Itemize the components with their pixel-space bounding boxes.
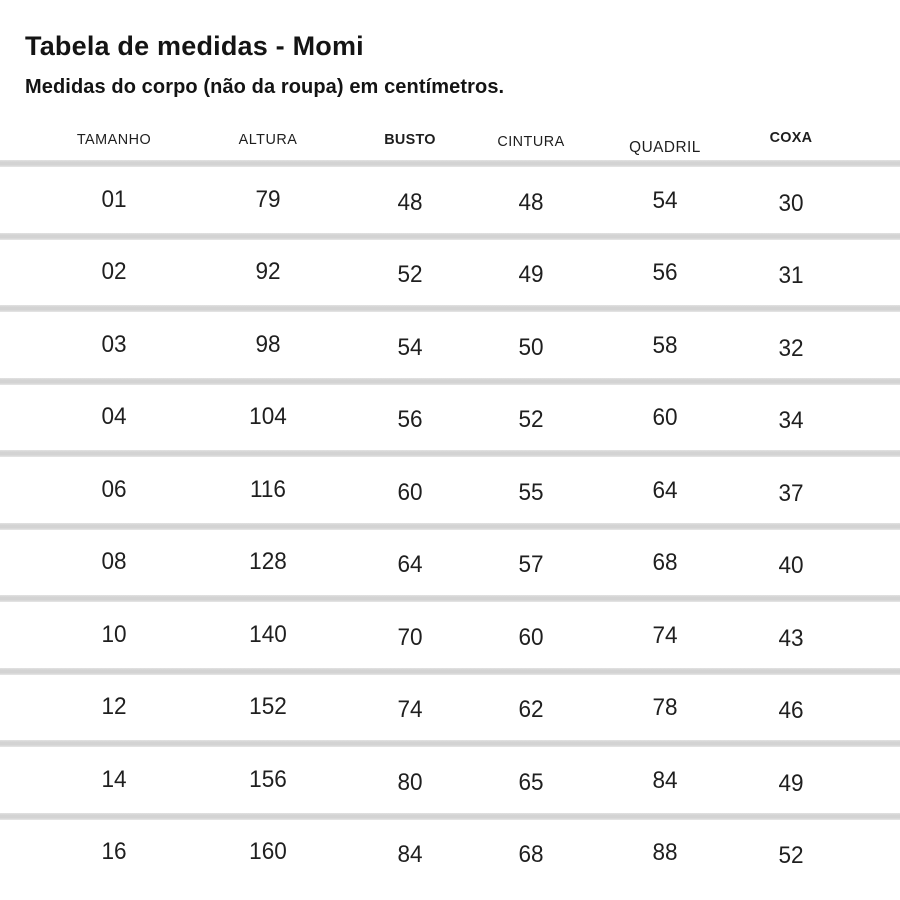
cell-altura: 116: [250, 475, 286, 503]
cell-busto: 84: [397, 841, 423, 869]
cell-busto: 52: [397, 261, 423, 289]
row-divider: [0, 595, 900, 602]
row-divider: [0, 522, 900, 530]
cell-tamanho: 02: [101, 258, 127, 286]
cell-coxa: 30: [778, 189, 804, 217]
cell-cintura: 62: [518, 696, 544, 724]
column-header-cintura: CINTURA: [497, 132, 565, 150]
row-divider: [0, 305, 900, 312]
cell-tamanho: 10: [101, 620, 127, 648]
cell-altura: 79: [255, 185, 281, 213]
cell-quadril: 78: [652, 694, 678, 722]
cell-quadril: 74: [652, 621, 678, 649]
cell-coxa: 31: [778, 262, 804, 290]
cell-cintura: 49: [518, 261, 544, 289]
cell-altura: 160: [249, 838, 287, 866]
cell-tamanho: 08: [101, 548, 127, 576]
cell-cintura: 65: [518, 768, 544, 796]
cell-coxa: 52: [778, 842, 804, 870]
cell-busto: 60: [397, 478, 423, 506]
cell-quadril: 88: [652, 839, 678, 867]
cell-tamanho: 12: [101, 693, 127, 721]
page-subtitle: Medidas do corpo (não da roupa) em centí…: [25, 76, 505, 98]
row-divider: [0, 232, 900, 240]
row-divider: [0, 812, 900, 820]
column-header-coxa: COXA: [769, 128, 813, 146]
cell-quadril: 56: [652, 259, 678, 287]
cell-coxa: 34: [778, 407, 804, 435]
cell-cintura: 57: [518, 551, 544, 579]
cell-busto: 64: [397, 551, 423, 579]
column-header-altura: ALTURA: [238, 130, 298, 148]
table-row: 04 104 56 52 60 34: [0, 377, 900, 451]
cell-cintura: 55: [518, 478, 544, 506]
cell-busto: 48: [397, 188, 423, 216]
table-row: 10 140 70 60 74 43: [0, 595, 900, 668]
cell-quadril: 58: [652, 331, 678, 359]
table-row: 12 152 74 62 78 46: [0, 667, 900, 741]
cell-cintura: 68: [518, 841, 544, 869]
cell-coxa: 32: [778, 334, 804, 362]
cell-busto: 54: [397, 333, 423, 361]
cell-cintura: 52: [518, 406, 544, 434]
cell-tamanho: 14: [101, 765, 127, 793]
page-title: Tabela de medidas - Momi: [25, 31, 364, 61]
cell-quadril: 54: [652, 186, 678, 214]
cell-tamanho: 16: [101, 838, 127, 866]
row-divider: [0, 740, 900, 747]
table-header-row: TAMANHO ALTURA BUSTO CINTURA QUADRIL COXA: [0, 118, 900, 160]
cell-coxa: 46: [778, 697, 804, 725]
cell-busto: 74: [397, 696, 423, 724]
cell-cintura: 60: [518, 623, 544, 651]
cell-busto: 56: [397, 406, 423, 434]
cell-quadril: 60: [652, 404, 678, 432]
cell-cintura: 50: [518, 333, 544, 361]
cell-cintura: 48: [518, 188, 544, 216]
cell-quadril: 64: [652, 476, 678, 504]
cell-busto: 70: [397, 623, 423, 651]
cell-altura: 98: [255, 330, 281, 358]
cell-coxa: 37: [778, 479, 804, 507]
cell-quadril: 68: [652, 549, 678, 577]
cell-altura: 156: [249, 765, 287, 793]
table-row: 16 160 84 68 88 52: [0, 812, 900, 886]
column-header-tamanho: TAMANHO: [76, 130, 152, 148]
cell-tamanho: 06: [101, 475, 127, 503]
cell-tamanho: 01: [101, 185, 127, 213]
table-body: 01 79 48 48 54 30 02 92 52 49 56 31 03 98 54 50 58 32 04 10…: [0, 160, 900, 885]
cell-quadril: 84: [652, 766, 678, 794]
table-row: 14 156 80 65 84 49: [0, 740, 900, 813]
row-divider: [0, 377, 900, 385]
table-row: 08 128 64 57 68 40: [0, 522, 900, 596]
cell-altura: 104: [249, 403, 287, 431]
table-row: 06 116 60 55 64 37: [0, 450, 900, 523]
cell-coxa: 43: [778, 624, 804, 652]
column-header-busto: BUSTO: [384, 130, 436, 148]
cell-busto: 80: [397, 768, 423, 796]
table-row: 01 79 48 48 54 30: [0, 160, 900, 233]
cell-tamanho: 04: [101, 403, 127, 431]
cell-coxa: 49: [778, 769, 804, 797]
cell-altura: 152: [249, 693, 287, 721]
cell-altura: 92: [255, 258, 281, 286]
table-row: 03 98 54 50 58 32: [0, 305, 900, 378]
column-header-quadril: QUADRIL: [629, 139, 701, 156]
cell-altura: 128: [249, 548, 287, 576]
row-divider: [0, 160, 900, 167]
cell-coxa: 40: [778, 552, 804, 580]
table-row: 02 92 52 49 56 31: [0, 232, 900, 306]
row-divider: [0, 667, 900, 675]
cell-altura: 140: [249, 620, 287, 648]
row-divider: [0, 450, 900, 457]
cell-tamanho: 03: [101, 330, 127, 358]
